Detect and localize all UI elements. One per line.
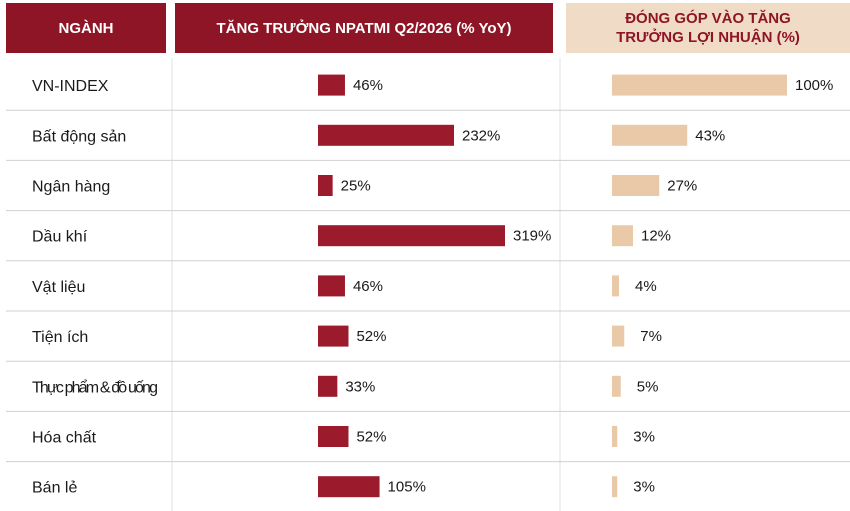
header-npatmi-growth: TĂNG TRƯỞNG NPATMI Q2/2026 (% YoY): [175, 3, 553, 53]
growth-value-label: 25%: [341, 178, 371, 195]
growth-bar: [318, 275, 345, 297]
growth-bar: [318, 124, 454, 146]
sector-label: Thực phẩm & đồ uống: [32, 378, 158, 396]
growth-value-label: 52%: [356, 429, 386, 446]
growth-value-label: 105%: [388, 479, 426, 496]
growth-value-label: 46%: [353, 278, 383, 295]
sector-label: VN-INDEX: [32, 78, 109, 95]
contribution-value-label: 7%: [640, 328, 662, 345]
growth-bar: [318, 325, 349, 347]
contribution-value-label: 100%: [795, 77, 833, 94]
growth-bar: [318, 175, 333, 196]
contribution-bar: [612, 476, 618, 498]
growth-value-label: 319%: [513, 228, 551, 245]
contribution-value-label: 43%: [695, 127, 725, 144]
growth-bar: [318, 426, 349, 447]
contribution-value-label: 5%: [637, 378, 659, 395]
contribution-bar: [612, 124, 688, 146]
growth-value-label: 52%: [356, 328, 386, 345]
header-profit-contribution: ĐÓNG GÓP VÀO TĂNG TRƯỞNG LỢI NHUẬN (%): [566, 3, 850, 53]
sector-label: Bất động sản: [32, 128, 126, 145]
growth-bar: [318, 74, 345, 96]
sector-label: Tiện ích: [32, 329, 88, 346]
sector-label: Dầu khí: [32, 229, 88, 246]
growth-bar: [318, 476, 380, 498]
growth-value-label: 232%: [462, 127, 500, 144]
growth-value-label: 33%: [345, 378, 375, 395]
contribution-bar: [612, 325, 625, 347]
contribution-bar: [612, 275, 619, 297]
sector-label: Hóa chất: [32, 430, 97, 447]
contribution-value-label: 27%: [667, 178, 697, 195]
sector-label: Bán lẻ: [32, 480, 77, 497]
header-contribution-text: ĐÓNG GÓP VÀO TĂNG TRƯỞNG LỢI NHUẬN (%): [616, 10, 800, 46]
contribution-bar: [612, 74, 787, 96]
growth-bar: [318, 225, 505, 247]
contribution-value-label: 3%: [633, 479, 655, 496]
contribution-value-label: 4%: [635, 278, 657, 295]
growth-bar: [318, 375, 338, 397]
contribution-value-label: 12%: [641, 228, 671, 245]
growth-value-label: 46%: [353, 77, 383, 94]
contribution-bar: [612, 375, 621, 397]
sector-label: Vật liệu: [32, 279, 85, 296]
header-sector: NGÀNH: [6, 3, 166, 53]
sector-label: Ngân hàng: [32, 179, 110, 196]
contribution-bar: [612, 225, 633, 247]
contribution-bar: [612, 175, 660, 196]
contribution-bar: [612, 426, 618, 447]
contribution-value-label: 3%: [633, 429, 655, 446]
